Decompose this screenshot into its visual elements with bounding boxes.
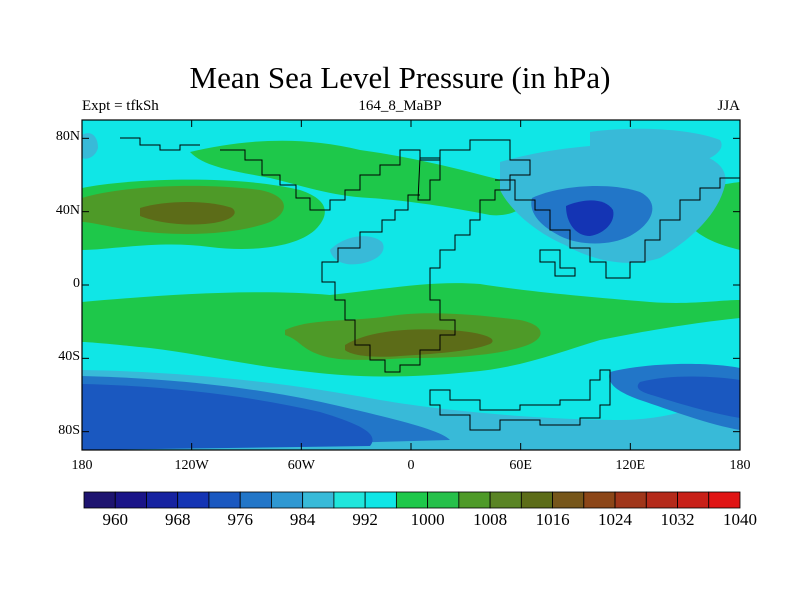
contour-low-north-pole [590, 128, 722, 169]
colorbar-cell [614, 491, 647, 509]
lon-tick-label: 60W [287, 458, 315, 473]
contour-high-north-pacific-core [140, 202, 235, 225]
lon-tick-label: 60E [509, 458, 532, 473]
colorbar-cell [677, 491, 710, 509]
colorbar-cell [302, 491, 335, 509]
colorbar-cell [645, 491, 678, 509]
lon-tick-label: 120W [174, 458, 209, 473]
lon-tick-label: 0 [407, 458, 415, 473]
contour-low-arctic-west [82, 133, 98, 159]
lat-tick-label: 0 [73, 276, 80, 291]
contour-low-east-south-core [637, 376, 740, 418]
colorbar-label: 984 [289, 510, 316, 529]
colorbar-label: 1000 [410, 510, 445, 529]
map-title: Mean Sea Level Pressure (in hPa) [189, 60, 611, 95]
run-label: 164_8_MaBP [358, 98, 442, 114]
colorbar-label: 1016 [535, 510, 570, 529]
colorbar-cell [708, 491, 741, 509]
colorbar-cell [583, 491, 616, 509]
colorbar-cell [83, 491, 116, 509]
colorbar-cell [395, 491, 429, 509]
colorbar-label: 1024 [598, 510, 633, 529]
colorbar-cell [427, 491, 460, 509]
axis-ticks [81, 120, 741, 450]
colorbar-cell [520, 491, 553, 509]
contour-low-southern-pacific-core [82, 384, 373, 450]
lon-tick-label: 180 [71, 458, 93, 473]
contour-low-africa [330, 236, 384, 265]
lat-tick-label: 40S [58, 349, 80, 365]
colorbar-cell [177, 491, 210, 509]
colorbar-cell [271, 491, 304, 509]
colorbar-cell [552, 491, 585, 509]
colorbar-cell [114, 491, 147, 509]
colorbar-cell [146, 491, 179, 509]
contour-high-south-core [345, 329, 493, 357]
map-fill-layer [82, 120, 740, 450]
colorbar-label: 1032 [660, 510, 695, 529]
lat-tick-label: 80S [58, 422, 80, 438]
contour-green-north-atlantic [190, 140, 526, 216]
colorbar-label: 1040 [723, 510, 757, 529]
lat-tick-label: 40N [55, 202, 80, 218]
colorbar-label: 960 [102, 510, 128, 529]
colorbar-cell [364, 491, 397, 509]
contour-low-asia-core [566, 200, 614, 236]
colorbar-label: 976 [227, 510, 253, 529]
colorbar-label: 1008 [473, 510, 508, 529]
colorbar-cell [208, 491, 241, 509]
lon-tick-label: 180 [729, 458, 751, 473]
experiment-label: Expt = tfkSh [82, 98, 159, 114]
colorbar-cell [333, 491, 366, 509]
colorbar-label: 992 [352, 510, 378, 529]
colorbar-cell [239, 491, 272, 509]
colorbar-cell [489, 491, 522, 509]
colorbar-label: 968 [164, 510, 191, 529]
season-label: JJA [717, 98, 740, 114]
lon-tick-label: 120E [615, 458, 646, 473]
colorbar-cell [458, 491, 491, 509]
coastlines [120, 137, 740, 431]
lat-tick-label: 80N [55, 129, 80, 145]
